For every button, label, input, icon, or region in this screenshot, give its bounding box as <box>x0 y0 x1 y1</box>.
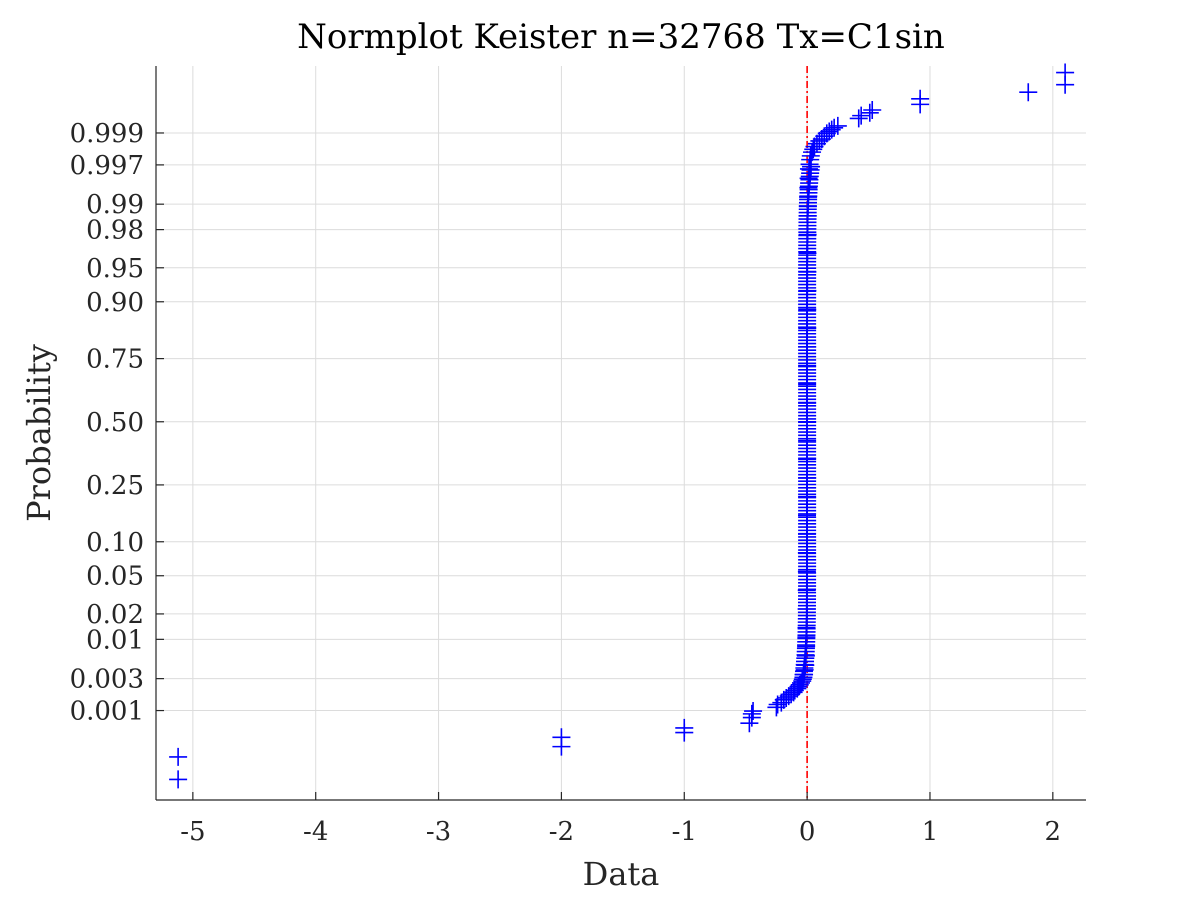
data-point <box>767 698 786 717</box>
y-tick-label: 0.98 <box>86 216 144 246</box>
data-point <box>828 116 847 135</box>
data-point <box>675 718 694 737</box>
data-point <box>852 106 871 125</box>
x-tick-label: 2 <box>1045 817 1062 847</box>
y-tick-label: 0.95 <box>86 254 144 284</box>
y-tick-label: 0.90 <box>86 288 144 318</box>
data-point <box>1056 63 1075 82</box>
y-tick-label: 0.75 <box>86 345 144 375</box>
data-point <box>169 747 188 766</box>
axes <box>155 66 1086 801</box>
y-tick-label: 0.25 <box>86 471 144 501</box>
data-point <box>825 118 844 137</box>
y-tick-label: 0.001 <box>70 697 144 727</box>
data-point <box>1019 83 1038 102</box>
x-tick-label: -3 <box>426 817 451 847</box>
data-point <box>807 134 826 153</box>
data-point <box>810 131 829 150</box>
y-tick-label: 0.10 <box>86 528 144 558</box>
dense-data-points <box>794 157 821 684</box>
y-tick-label: 0.50 <box>86 408 144 438</box>
data-markers <box>169 63 1075 789</box>
y-tick-label: 0.999 <box>70 119 144 149</box>
chart-title: Normplot Keister n=32768 Tx=C1sin <box>297 17 945 57</box>
data-point <box>552 728 571 747</box>
data-point <box>863 101 882 120</box>
grid-lines <box>156 66 1086 800</box>
data-point <box>742 704 761 723</box>
data-point <box>744 702 763 721</box>
x-tick-label: -5 <box>180 817 205 847</box>
y-tick-label: 0.99 <box>86 190 144 220</box>
x-tick-label: -2 <box>549 817 574 847</box>
data-point <box>169 770 188 789</box>
data-point <box>860 103 879 122</box>
x-tick-label: 0 <box>799 817 816 847</box>
y-tick-label: 0.05 <box>86 562 144 592</box>
y-tick-label: 0.01 <box>86 625 144 655</box>
data-point <box>802 157 821 176</box>
y-axis-label: Probability <box>20 344 58 522</box>
x-tick-label: 1 <box>922 817 939 847</box>
x-tick-label: -1 <box>672 817 697 847</box>
y-tick-label: 0.003 <box>70 665 144 695</box>
data-point <box>849 109 868 128</box>
x-tick-label: -4 <box>303 817 328 847</box>
data-point <box>911 89 930 108</box>
plot-area <box>156 66 1086 800</box>
y-tick-label: 0.997 <box>70 151 144 181</box>
y-tick-label: 0.02 <box>86 600 144 630</box>
x-axis-label: Data <box>583 855 660 893</box>
